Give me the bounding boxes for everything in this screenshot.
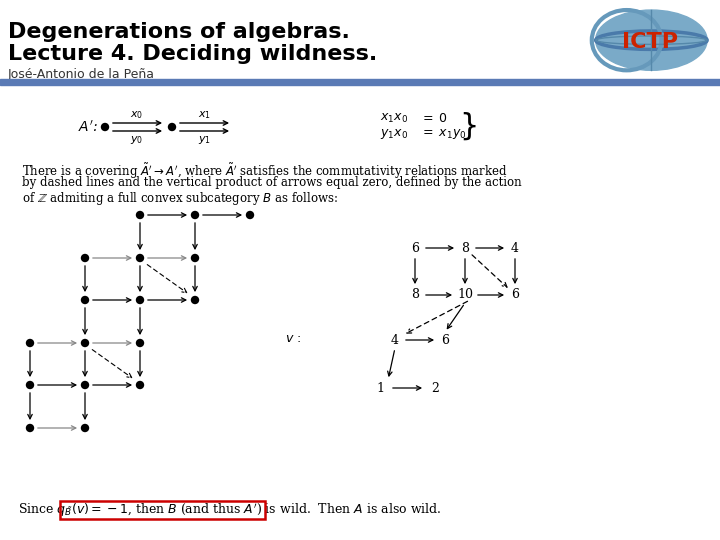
- Text: Lecture 4. Deciding wildness.: Lecture 4. Deciding wildness.: [8, 44, 377, 64]
- Text: $v\,:$: $v\,:$: [285, 332, 302, 345]
- Text: Since $q_{\tilde{B}}(v) = -1$, then $B$ (and thus $A'$) is wild.  Then $A$ is al: Since $q_{\tilde{B}}(v) = -1$, then $B$ …: [18, 501, 441, 519]
- Circle shape: [137, 340, 143, 347]
- Text: José-Antonio de la Peña: José-Antonio de la Peña: [8, 68, 155, 81]
- Text: There is a covering $\tilde{A}' \to A'$, where $\tilde{A}'$ satisfies the commut: There is a covering $\tilde{A}' \to A'$,…: [22, 162, 508, 181]
- Text: $y_0$: $y_0$: [130, 134, 143, 146]
- Circle shape: [192, 254, 199, 261]
- Circle shape: [27, 340, 34, 347]
- Text: 8: 8: [411, 288, 419, 301]
- Circle shape: [27, 381, 34, 388]
- Text: $A'$:: $A'$:: [78, 119, 98, 134]
- Text: $x_1$: $x_1$: [199, 109, 212, 121]
- Text: 6: 6: [511, 288, 519, 301]
- Circle shape: [102, 124, 109, 131]
- Circle shape: [192, 212, 199, 219]
- Circle shape: [246, 212, 253, 219]
- Text: Degenerations of algebras.: Degenerations of algebras.: [8, 22, 350, 42]
- Circle shape: [137, 381, 143, 388]
- Circle shape: [137, 254, 143, 261]
- Text: by dashed lines and the vertical product of arrows equal zero, defined by the ac: by dashed lines and the vertical product…: [22, 176, 521, 189]
- Text: $=\; x_1y_0$: $=\; x_1y_0$: [420, 127, 467, 141]
- Circle shape: [595, 10, 707, 70]
- Text: 4: 4: [511, 241, 519, 254]
- Text: $x_0$: $x_0$: [130, 109, 143, 121]
- Circle shape: [81, 340, 89, 347]
- Bar: [60, 501, 265, 519]
- Text: $= \;0$: $= \;0$: [420, 111, 448, 125]
- Circle shape: [81, 296, 89, 303]
- Circle shape: [168, 124, 176, 131]
- Text: 6: 6: [411, 241, 419, 254]
- Text: ICTP: ICTP: [622, 32, 678, 52]
- Text: $y_1x_0$: $y_1x_0$: [380, 127, 408, 141]
- Text: $\}$: $\}$: [459, 110, 477, 142]
- Bar: [0, 79, 720, 85]
- Text: 6: 6: [441, 334, 449, 347]
- Text: 4: 4: [391, 334, 399, 347]
- Circle shape: [81, 254, 89, 261]
- Circle shape: [137, 296, 143, 303]
- Text: $y_1$: $y_1$: [199, 134, 212, 146]
- Text: 1: 1: [376, 381, 384, 395]
- Text: 2: 2: [431, 381, 439, 395]
- Text: $x_1x_0$: $x_1x_0$: [380, 111, 408, 125]
- Circle shape: [192, 296, 199, 303]
- Text: 8: 8: [461, 241, 469, 254]
- Text: 10: 10: [457, 288, 473, 301]
- Circle shape: [137, 212, 143, 219]
- Circle shape: [27, 424, 34, 431]
- Circle shape: [81, 424, 89, 431]
- Circle shape: [81, 381, 89, 388]
- Text: of $\mathbb{Z}$ admiting a full convex subcategory $B$ as follows:: of $\mathbb{Z}$ admiting a full convex s…: [22, 190, 338, 207]
